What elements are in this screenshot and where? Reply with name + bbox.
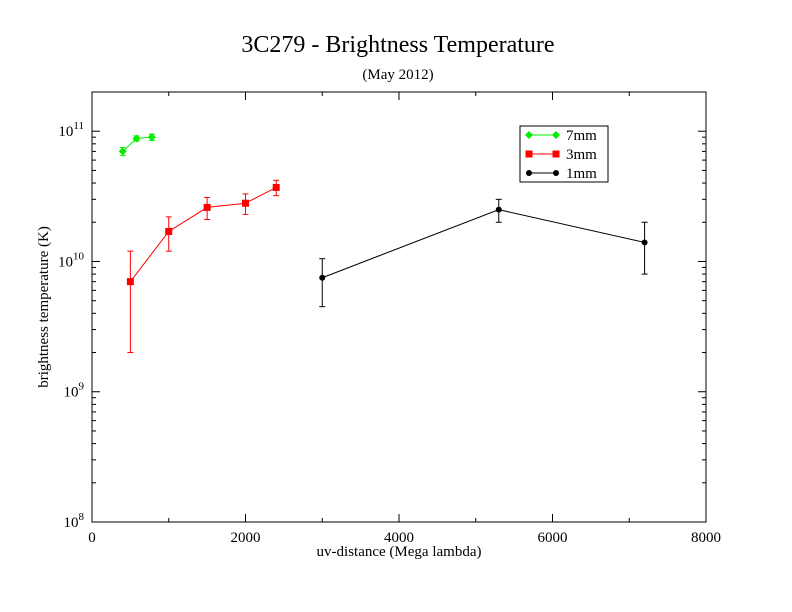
- data-point-3mm: [165, 227, 173, 235]
- chart-title: 3C279 - Brightness Temperature: [241, 32, 554, 58]
- series-7mm: [118, 133, 156, 157]
- y-tick-label: 1011: [58, 120, 84, 140]
- legend-marker-1mm: [553, 170, 559, 176]
- series-3mm: [126, 179, 280, 354]
- series-layer: [118, 133, 648, 354]
- data-point-7mm: [118, 147, 127, 156]
- x-tick-label: 2000: [231, 530, 261, 546]
- series-1mm: [319, 198, 648, 308]
- legend-label-7mm: 7mm: [566, 128, 597, 144]
- legend-marker-7mm: [525, 131, 533, 139]
- legend-label-3mm: 3mm: [566, 147, 597, 163]
- y-tick-label: 108: [64, 511, 85, 531]
- data-point-3mm: [272, 183, 280, 191]
- data-point-1mm: [319, 274, 326, 281]
- data-point-3mm: [242, 199, 249, 207]
- legend: 7mm 3mm 1mm: [519, 125, 609, 183]
- x-axis-label: uv-distance (Mega lambda): [317, 544, 482, 560]
- y-axis-label: brightness temperature (K): [36, 226, 52, 388]
- data-point-1mm: [641, 239, 648, 246]
- y-tick-label: 1010: [58, 250, 85, 270]
- legend-marker-1mm: [526, 170, 532, 176]
- data-point-1mm: [495, 206, 502, 213]
- data-point-3mm: [203, 203, 211, 211]
- y-tick-label: 109: [64, 381, 85, 401]
- data-point-7mm: [132, 134, 141, 143]
- x-tick-label: 8000: [691, 530, 721, 546]
- legend-label-1mm: 1mm: [566, 166, 597, 182]
- x-tick-label: 4000: [384, 530, 414, 546]
- x-tick-label: 6000: [538, 530, 568, 546]
- y-axis: 108 109 1010 1011: [58, 91, 706, 531]
- legend-marker-3mm: [525, 150, 533, 158]
- chart-subtitle: (May 2012): [362, 67, 433, 83]
- x-tick-label: 0: [88, 530, 96, 546]
- data-point-3mm: [126, 278, 134, 286]
- legend-marker-3mm: [552, 150, 560, 158]
- data-point-7mm: [147, 133, 156, 142]
- legend-marker-7mm: [552, 131, 560, 139]
- x-axis: 0 2000 4000 6000 8000: [88, 92, 721, 546]
